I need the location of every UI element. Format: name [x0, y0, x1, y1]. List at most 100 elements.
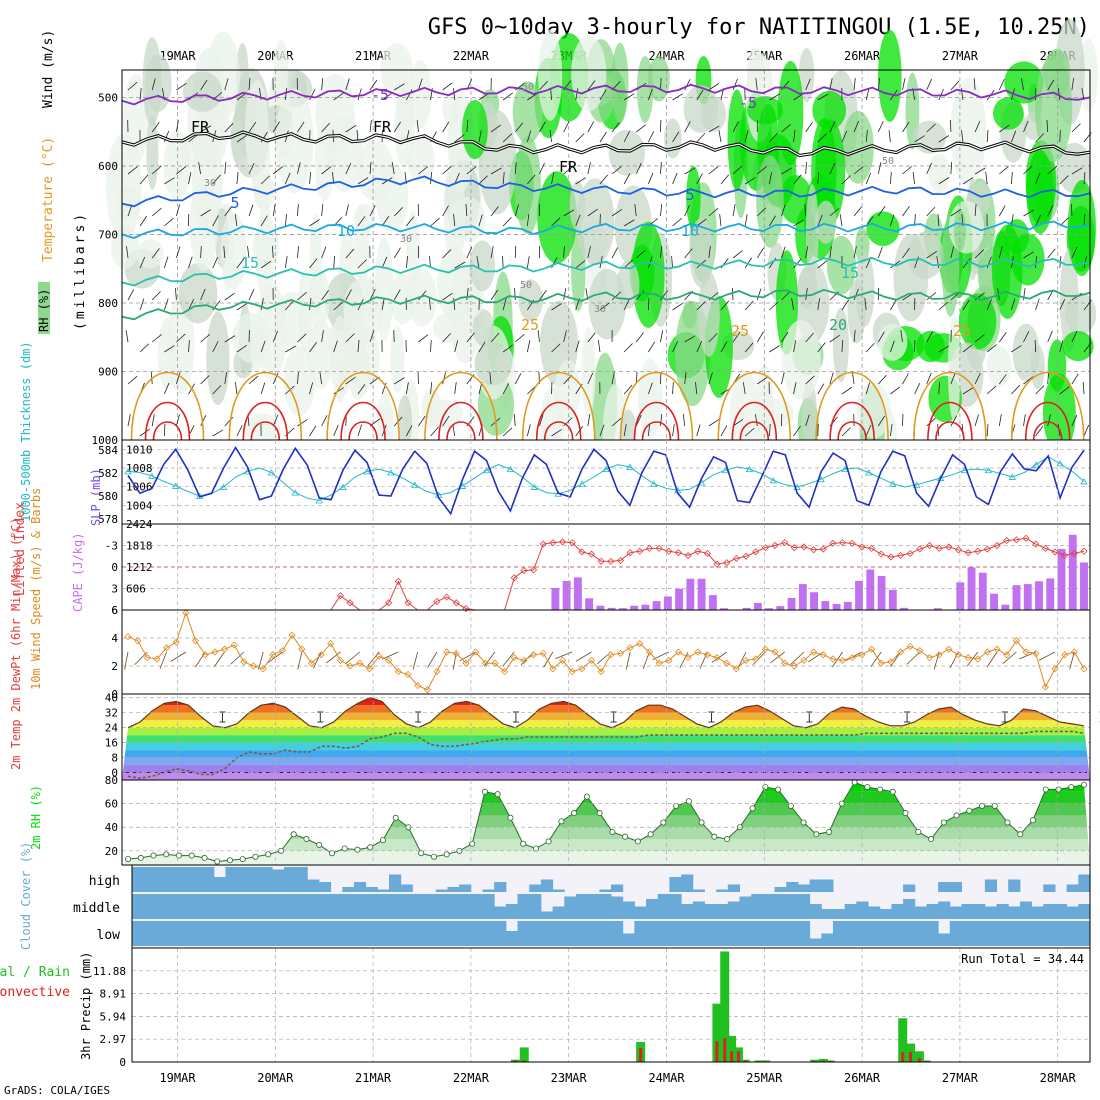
- wind-barb: [1035, 133, 1045, 143]
- wind-barb: [1047, 414, 1051, 427]
- wind-barb: [756, 247, 764, 259]
- wind-speed-point: [491, 659, 499, 667]
- wind-barb: [682, 414, 686, 427]
- cloud-cell: [809, 904, 822, 919]
- top-date-label: 27MAR: [942, 49, 979, 63]
- wind-barb: [369, 79, 378, 91]
- precip-total-bar: [810, 1059, 820, 1062]
- wind-speed-point: [501, 668, 509, 676]
- rh-point: [265, 851, 272, 858]
- wind-barb: [804, 204, 807, 217]
- wind-barb: [998, 414, 1002, 427]
- wind-barb: [212, 174, 221, 185]
- li-point: [510, 574, 518, 582]
- wind-barb: [841, 339, 844, 353]
- precip-tick-label: 11.88: [93, 965, 126, 978]
- li-point: [1080, 547, 1088, 555]
- rh-shading: [907, 231, 945, 279]
- wind-barb: [575, 177, 587, 185]
- wind-barb-10m: [213, 651, 225, 667]
- wind-speed-point: [249, 662, 258, 670]
- wind-barb: [176, 82, 187, 91]
- wind-barb: [805, 414, 810, 427]
- wind-barb: [660, 246, 663, 259]
- wind-barb: [514, 245, 517, 259]
- wind-barb: [732, 121, 739, 133]
- wind-barb: [841, 427, 851, 437]
- warm-contour: [242, 401, 289, 441]
- wind-speed-point: [404, 670, 412, 678]
- cloud-cell: [599, 894, 612, 919]
- thickness-point: [841, 465, 849, 473]
- wind-barb: [175, 288, 177, 301]
- wind-barb: [418, 78, 423, 91]
- cloud-cell: [786, 894, 799, 919]
- cape-bar: [596, 605, 605, 610]
- wind-barb-10m: [737, 651, 747, 669]
- wind-barb: [623, 131, 630, 143]
- wind-barb: [889, 214, 895, 227]
- cloud-cell: [1054, 904, 1068, 919]
- cloud-cell: [1031, 906, 1044, 919]
- wind-barb: [405, 256, 409, 269]
- rh-point: [430, 853, 437, 860]
- rh-shading: [206, 311, 230, 406]
- wind-barb: [744, 257, 752, 269]
- precip-convective-bar: [522, 1060, 526, 1062]
- wind-speed-point: [597, 668, 605, 676]
- thickness-point: [650, 480, 658, 487]
- wind-barb: [732, 418, 744, 427]
- wind-barb: [889, 172, 892, 185]
- rh-shading: [189, 178, 218, 272]
- wind-barb: [333, 92, 344, 101]
- rh-shading: [474, 341, 512, 386]
- warm-contour: [535, 401, 582, 441]
- cloud-cell: [727, 901, 741, 919]
- warm-contour: [340, 401, 386, 441]
- rh-shading: [177, 137, 205, 167]
- contour-label: -5: [739, 94, 757, 112]
- wind-barb: [369, 205, 376, 217]
- wind-barb: [587, 208, 598, 217]
- rh-tick-label: 80: [105, 774, 118, 787]
- wind-barb: [297, 162, 301, 175]
- precip-total-bar: [712, 1003, 722, 1062]
- wind-barb: [393, 289, 401, 301]
- precip-tick-label: 2.97: [100, 1033, 127, 1046]
- wind-barb-10m: [159, 651, 167, 669]
- wind-barb: [236, 134, 248, 143]
- warm-contour: [348, 421, 378, 441]
- rh-point: [201, 854, 208, 861]
- wind-barb-10m: [770, 651, 785, 664]
- wind-barb: [672, 172, 678, 185]
- wind-speed-point: [1061, 651, 1069, 659]
- cloud-cell: [132, 921, 145, 946]
- wind-barb: [877, 415, 886, 427]
- wind-barb: [248, 204, 254, 217]
- rh-shading: [664, 118, 682, 159]
- rh-shading: [136, 239, 164, 269]
- contour-label: 50: [882, 156, 894, 167]
- wind-barb: [974, 167, 986, 175]
- rh-point: [303, 836, 310, 843]
- wind-speed-point: [143, 654, 151, 662]
- li-point: [568, 539, 576, 547]
- cloud-cell: [1043, 884, 1056, 892]
- cloud-cell: [938, 933, 951, 946]
- cloud-cell: [692, 921, 705, 946]
- wind-barb: [478, 175, 488, 185]
- wind-barb: [369, 289, 376, 301]
- cloud-cell: [470, 921, 483, 946]
- wind-speed-point: [819, 651, 827, 659]
- wind-speed-point: [877, 659, 885, 667]
- wind-barb: [829, 207, 840, 217]
- warm-contour: [913, 371, 987, 441]
- wind-barb: [502, 255, 504, 269]
- rh-point: [532, 845, 539, 852]
- wind-barb: [272, 204, 276, 217]
- thickness-line: [127, 456, 1085, 502]
- wind-barb: [575, 426, 584, 437]
- li-point: [626, 549, 634, 557]
- wind-barb: [708, 125, 720, 133]
- rh-shading: [950, 78, 987, 186]
